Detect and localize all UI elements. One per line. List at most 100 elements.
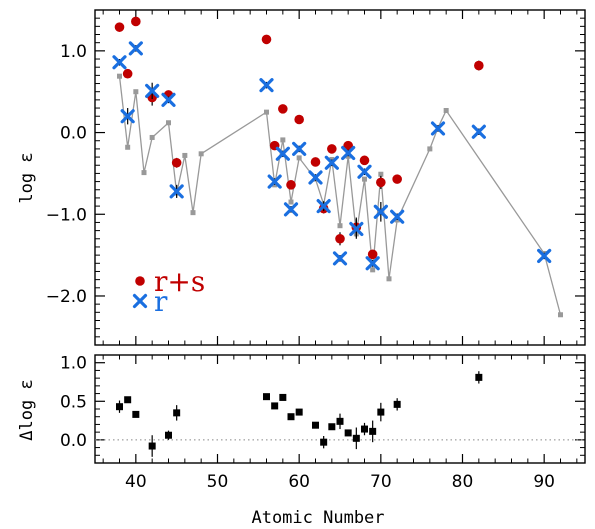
bottom-y-tick-label: 0.5 <box>60 392 87 412</box>
r-point <box>316 198 331 214</box>
x-tick-label: 60 <box>288 472 310 492</box>
r-point <box>537 248 552 264</box>
bottom-y-axis-label: Δlog ε <box>17 379 37 440</box>
rs-point <box>392 174 402 184</box>
r-point <box>169 184 184 199</box>
rs-point <box>376 177 386 188</box>
r-point <box>308 170 323 185</box>
delta-point <box>361 425 368 433</box>
bottom-panel: 40 50 60 70 80 90 1.0 0.5 0.0 <box>60 354 586 492</box>
model-point <box>117 73 122 79</box>
delta-point <box>344 429 352 437</box>
delta-point <box>116 403 123 411</box>
top-data-marks <box>112 16 552 271</box>
delta-point <box>271 402 279 410</box>
r-point <box>430 121 446 136</box>
delta-point <box>165 431 172 439</box>
model-point <box>558 312 563 318</box>
rs-point <box>359 155 370 166</box>
delta-point <box>173 409 181 417</box>
legend-label: r+s <box>154 265 205 298</box>
rs-point <box>286 180 296 190</box>
model-point <box>133 89 139 95</box>
model-point <box>182 152 188 158</box>
x-tick-label: 40 <box>125 472 147 492</box>
bottom-panel-frame <box>94 354 586 464</box>
delta-point <box>312 421 319 429</box>
delta-point <box>475 373 483 381</box>
delta-point <box>148 442 156 450</box>
model-point <box>378 171 384 177</box>
rs-point <box>310 157 321 167</box>
r-point <box>292 141 307 157</box>
rs-point <box>171 157 182 168</box>
model-point <box>141 170 147 176</box>
top-panel: 1.0 0.0 −1.0 −2.0 r+sr <box>46 9 586 346</box>
legend: r+sr <box>132 265 205 318</box>
top-panel-frame <box>94 9 586 346</box>
delta-point <box>377 408 385 416</box>
model-point <box>386 276 392 282</box>
delta-point <box>263 393 270 401</box>
delta-point <box>369 427 377 435</box>
r-point <box>324 155 339 170</box>
x-tick-label: 70 <box>370 472 392 492</box>
delta-point <box>336 417 344 425</box>
top-y-tick-label: −2.0 <box>46 287 87 307</box>
r-point <box>259 78 274 93</box>
r-point <box>161 92 176 107</box>
bottom-y-tick-label: 1.0 <box>60 354 87 374</box>
bottom-axis-ticks: 40 50 60 70 80 90 1.0 0.5 0.0 <box>60 354 585 492</box>
r-point <box>128 41 143 56</box>
x-tick-label: 80 <box>452 472 474 492</box>
r-point <box>357 164 372 179</box>
x-tick-label: 50 <box>207 472 229 492</box>
legend-marker-r <box>132 293 148 309</box>
model-point <box>198 151 204 157</box>
top-y-tick-label: −1.0 <box>46 205 87 225</box>
legend-label: r <box>154 285 168 318</box>
r-point <box>373 204 388 219</box>
x-tick-label: 90 <box>533 472 555 492</box>
delta-point <box>393 400 401 408</box>
delta-point <box>352 434 360 442</box>
delta-point <box>328 423 336 431</box>
rs-point <box>131 16 141 27</box>
model-point <box>149 134 155 140</box>
rs-point <box>261 34 272 45</box>
rs-point <box>278 104 288 114</box>
model-point <box>125 144 131 150</box>
rs-point <box>474 60 484 71</box>
delta-point <box>124 396 132 404</box>
rs-point <box>122 68 133 79</box>
top-axis-ticks: 1.0 0.0 −1.0 −2.0 <box>46 10 585 345</box>
rs-point <box>343 140 353 151</box>
bottom-data-marks <box>116 371 483 457</box>
r-point <box>390 209 405 224</box>
delta-point <box>295 408 303 416</box>
model-point <box>264 109 269 115</box>
rs-point <box>335 233 345 244</box>
model-point <box>427 146 433 152</box>
x-axis-label: Atomic Number <box>251 508 384 528</box>
model-point <box>280 137 286 143</box>
delta-point <box>132 410 140 418</box>
model-point <box>166 120 171 126</box>
model-point <box>370 267 376 273</box>
model-point <box>288 199 294 205</box>
rs-point <box>294 114 304 125</box>
r-point <box>332 251 348 266</box>
delta-point <box>287 413 295 421</box>
bottom-y-tick-label: 0.0 <box>60 431 87 451</box>
r-point <box>283 202 299 217</box>
legend-marker-rs <box>135 276 145 286</box>
top-y-tick-label: 0.0 <box>60 124 87 144</box>
model-point <box>190 210 196 216</box>
rs-point <box>114 22 125 32</box>
r-point <box>275 146 290 161</box>
delta-point <box>320 438 328 446</box>
r-point <box>145 83 160 98</box>
model-point <box>443 108 449 113</box>
model-point <box>337 223 343 229</box>
